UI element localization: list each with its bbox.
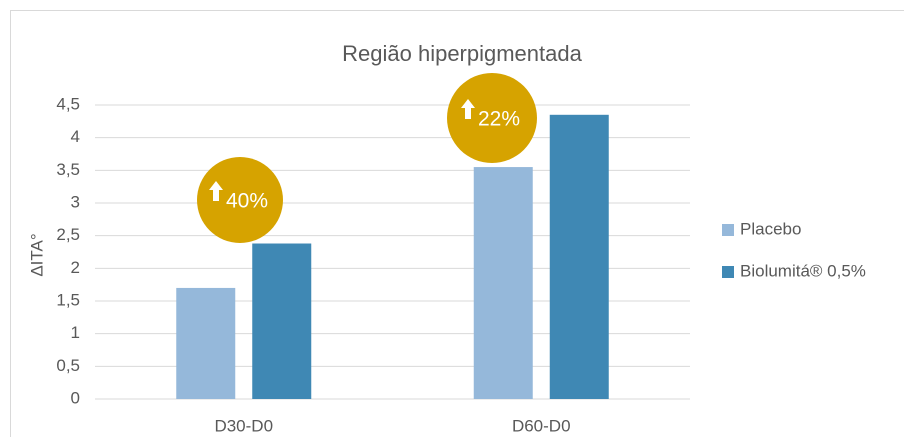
annotation-badge: 40% <box>197 157 283 243</box>
y-tick-label: 3 <box>71 192 80 211</box>
annotation-text: 22% <box>478 108 520 131</box>
up-arrow-icon <box>461 99 475 119</box>
x-tick-label: D30-D0 <box>214 416 273 435</box>
x-tick-label: D60-D0 <box>512 416 571 435</box>
y-tick-label: 4,5 <box>56 94 80 113</box>
y-tick-label: 2 <box>71 258 80 277</box>
up-arrow-icon <box>209 181 223 201</box>
bar <box>176 287 236 399</box>
annotation-circle <box>447 73 537 163</box>
legend-label: Placebo <box>740 219 801 238</box>
y-tick-label: 0 <box>71 388 80 407</box>
bar <box>252 243 312 399</box>
legend-swatch <box>722 224 734 236</box>
y-tick-label: 3,5 <box>56 160 80 179</box>
y-axis-label: ΔITA° <box>27 233 46 276</box>
y-tick-label: 1 <box>71 323 80 342</box>
y-tick-label: 2,5 <box>56 225 80 244</box>
chart-frame <box>10 10 904 437</box>
annotation-badge: 22% <box>447 73 537 163</box>
annotation-circle <box>197 157 283 243</box>
y-tick-label: 1,5 <box>56 290 80 309</box>
y-tick-label: 4 <box>71 127 80 146</box>
legend-label: Biolumitá® 0,5% <box>740 261 866 280</box>
legend-swatch <box>722 266 734 278</box>
annotation-text: 40% <box>226 190 268 213</box>
bar <box>473 167 533 399</box>
chart-title: Região hiperpigmentada <box>342 41 582 66</box>
bar <box>549 114 609 400</box>
y-tick-label: 0,5 <box>56 356 80 375</box>
